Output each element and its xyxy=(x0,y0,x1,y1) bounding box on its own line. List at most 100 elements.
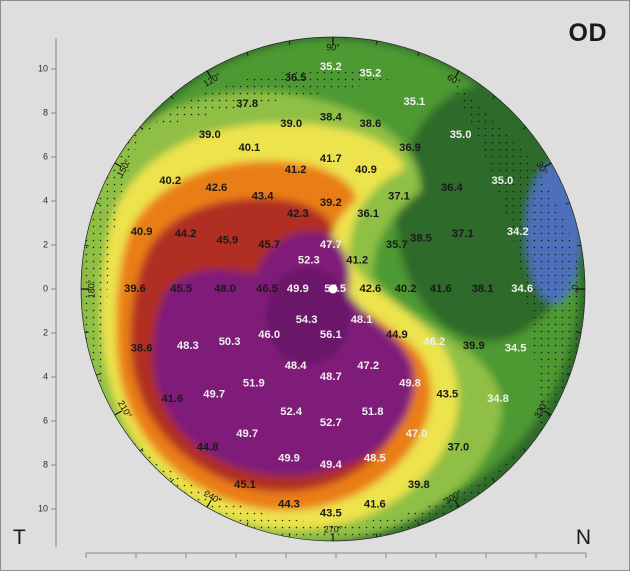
y-axis-tick-label: 8 xyxy=(43,459,48,469)
curvature-value: 38.1 xyxy=(472,283,494,295)
curvature-value: 39.0 xyxy=(199,129,221,141)
curvature-value: 36.4 xyxy=(441,182,464,194)
degree-tick xyxy=(84,331,89,334)
curvature-value: 49.7 xyxy=(203,389,225,401)
degree-tick xyxy=(492,478,496,483)
eye-label: OD xyxy=(568,19,607,47)
dots-bottom xyxy=(121,431,531,541)
degree-tick xyxy=(577,244,582,247)
curvature-value: 39.6 xyxy=(124,283,146,295)
degree-tick xyxy=(246,521,249,526)
curvature-value: 48.0 xyxy=(214,283,236,295)
curvature-value: 43.5 xyxy=(437,389,459,401)
curvature-values: 36.5 35.2 35.2 37.8 35.1 39.0 38.4 38.6 39.0 35.0… xyxy=(124,61,533,520)
curvature-value: 40.1 xyxy=(239,142,261,154)
curvature-value: 38.4 xyxy=(320,111,343,123)
curvature-value: 50.3 xyxy=(219,336,241,348)
degree-tick xyxy=(565,202,570,205)
degree-label: 270° xyxy=(324,524,343,534)
degree-tick xyxy=(288,40,291,45)
degree-label: 0° xyxy=(570,285,580,294)
y-axis-tick-label: 4 xyxy=(43,195,48,205)
curvature-value: 37.0 xyxy=(448,441,470,453)
dots-right xyxy=(451,81,584,461)
curvature-value: 48.1 xyxy=(351,314,373,326)
curvature-value: 44.8 xyxy=(197,441,219,453)
curvature-value: 43.4 xyxy=(252,191,275,203)
curvature-value: 47.7 xyxy=(320,239,342,251)
curvature-value: 35.7 xyxy=(386,239,408,251)
degree-tick xyxy=(170,95,174,100)
curvature-value: 39.0 xyxy=(280,118,302,130)
temporal-label: T xyxy=(13,526,26,549)
curvature-value: 40.9 xyxy=(355,164,377,176)
curvature-value: 41.6 xyxy=(162,393,184,405)
degree-tick xyxy=(84,244,89,247)
degree-label: 90° xyxy=(326,42,340,52)
degree-tick xyxy=(492,95,496,100)
degree-tick xyxy=(96,373,101,376)
curvature-value: 51.8 xyxy=(362,406,384,418)
curvature-value: 36.1 xyxy=(357,208,379,220)
degree-tick xyxy=(522,448,527,452)
y-axis-tick-label: 2 xyxy=(43,327,48,337)
curvature-value: 46.5 xyxy=(256,283,278,295)
curvature-value: 48.7 xyxy=(320,371,342,383)
nasal-label: N xyxy=(575,526,591,549)
curvature-value: 52.3 xyxy=(298,254,320,266)
degree-tick xyxy=(544,410,552,416)
y-axis-tick-label: 6 xyxy=(43,415,48,425)
curvature-value: 44.2 xyxy=(175,228,197,240)
curvature-value: 40.2 xyxy=(159,175,181,187)
curvature-value: 49.7 xyxy=(236,428,258,440)
y-axis-tick-label: 0 xyxy=(43,283,48,293)
curvature-value: 34.8 xyxy=(487,393,509,405)
curvature-value: 40.2 xyxy=(395,283,417,295)
corneal-disk xyxy=(81,37,585,541)
curvature-value: 45.9 xyxy=(217,235,239,247)
y-axis-tick-label: 10 xyxy=(38,503,48,513)
degree-tick xyxy=(288,533,291,538)
degree-tick xyxy=(96,202,101,205)
curvature-value: 49.8 xyxy=(399,378,421,390)
y-axis-labels: 10 8 6 4 2 0 2 4 6 8 10 xyxy=(38,63,48,513)
curvature-value: 36.5 xyxy=(285,72,307,84)
curvature-value: 49.4 xyxy=(320,459,343,471)
y-axis-tick-label: 6 xyxy=(43,151,48,161)
curvature-value: 44.9 xyxy=(386,329,408,341)
degree-tick xyxy=(114,410,122,416)
curvature-value: 38.5 xyxy=(410,232,432,244)
dots-top xyxy=(146,70,396,131)
axes xyxy=(51,38,587,558)
curvature-value: 42.6 xyxy=(360,283,382,295)
curvature-value: 37.1 xyxy=(388,191,410,203)
curvature-value: 35.0 xyxy=(492,175,514,187)
apex-marker-icon xyxy=(328,284,338,294)
curvature-value: 45.5 xyxy=(170,283,192,295)
degree-tick xyxy=(170,478,174,483)
curvature-value: 39.9 xyxy=(463,340,485,352)
degree-tick xyxy=(454,70,460,78)
curvature-value: 41.6 xyxy=(364,499,386,511)
curvature-value: 43.5 xyxy=(320,507,342,519)
curvature-value: 48.3 xyxy=(177,340,199,352)
curvature-value: 46.0 xyxy=(258,329,280,341)
curvature-value: 34.6 xyxy=(511,283,533,295)
curvature-value: 34.5 xyxy=(505,342,527,354)
curvature-value: 49.9 xyxy=(278,452,300,464)
y-axis-tick-label: 8 xyxy=(43,107,48,117)
curvature-value: 38.6 xyxy=(360,118,382,130)
degree-tick xyxy=(206,500,212,508)
curvature-value: 45.7 xyxy=(258,239,280,251)
curvature-value: 49.9 xyxy=(287,283,309,295)
degree-tick xyxy=(544,162,552,168)
curvature-value: 52.4 xyxy=(280,406,303,418)
curvature-value: 35.0 xyxy=(450,129,472,141)
y-axis-tick-label: 2 xyxy=(43,239,48,249)
curvature-value: 48.4 xyxy=(285,360,308,372)
degree-tick xyxy=(375,40,378,45)
degree-tick xyxy=(246,52,249,57)
degree-tick xyxy=(454,500,460,508)
curvature-value: 51.9 xyxy=(243,378,265,390)
curvature-value: 47.0 xyxy=(406,428,428,440)
